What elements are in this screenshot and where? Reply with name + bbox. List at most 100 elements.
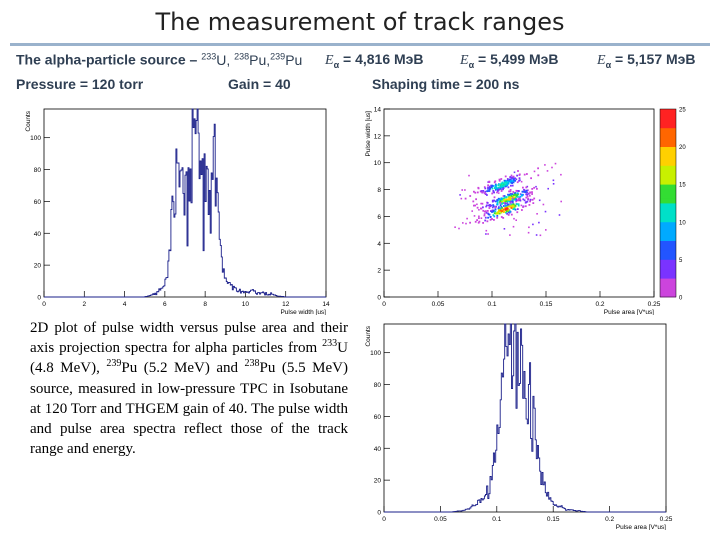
heatmap-cell <box>496 216 499 219</box>
colorbar-segment <box>660 179 676 185</box>
heatmap-cell <box>503 210 505 213</box>
heatmap-cell <box>517 170 519 172</box>
heatmap-cell <box>464 189 466 191</box>
heatmap-cell <box>546 170 549 172</box>
y-axis-label: Counts <box>365 325 372 346</box>
heatmap-cell <box>487 213 490 216</box>
heatmap-cell <box>519 198 521 201</box>
heatmap-cell <box>511 205 513 208</box>
heatmap-cell <box>497 184 500 186</box>
heatmap-cell <box>459 194 461 196</box>
heatmap-cell <box>503 200 505 202</box>
heatmap-cell <box>511 204 514 207</box>
heatmap-cell <box>494 206 497 209</box>
heatmap-cell <box>486 210 489 212</box>
heatmap-cell <box>519 193 522 195</box>
y-tick-label: 60 <box>374 414 382 421</box>
heatmap-cell <box>507 196 510 199</box>
source-line: The alpha-particle source – 233U, 238Pu,… <box>16 51 302 68</box>
colorbar-segment <box>660 127 676 133</box>
heatmap-cell <box>512 225 515 228</box>
heatmap-cell <box>510 195 513 197</box>
heatmap-cell <box>531 188 534 190</box>
colorbar-segment <box>660 207 676 213</box>
heatmap-cell <box>506 203 509 206</box>
heatmap-cell <box>545 229 547 231</box>
heatmap-cell <box>531 198 534 201</box>
colorbar-segment <box>660 292 676 298</box>
heatmap-cell <box>505 185 507 187</box>
y-tick-label: 80 <box>374 382 382 389</box>
y-tick-label: 4 <box>377 241 381 248</box>
colorbar-segment <box>660 113 676 119</box>
colorbar-segment <box>660 174 676 180</box>
heatmap-cell <box>505 200 508 203</box>
x-tick-label: 0.15 <box>547 516 560 523</box>
heatmap-cell <box>504 205 507 207</box>
heatmap-cell <box>465 222 467 225</box>
heatmap-cell <box>495 187 498 190</box>
colorbar-segment <box>660 146 676 152</box>
y-tick-label: 100 <box>370 350 381 357</box>
heatmap-cell <box>485 210 487 213</box>
heatmap-cell <box>493 191 495 194</box>
heatmap-cell <box>489 205 492 208</box>
heatmap-cell <box>483 213 486 215</box>
heatmap-cell <box>518 174 521 176</box>
heatmap-cell <box>492 204 495 206</box>
heatmap-cell <box>529 200 531 203</box>
x-tick-label: 0 <box>382 301 386 308</box>
heatmap-cell <box>478 220 481 223</box>
heatmap-cell <box>484 193 487 195</box>
heatmap-cell <box>491 210 493 213</box>
y-tick-label: 40 <box>374 446 382 453</box>
heatmap-cell <box>493 212 496 215</box>
heatmap-cell <box>551 166 553 169</box>
heatmap-cell <box>506 184 509 187</box>
colorbar-segment <box>660 226 676 232</box>
heatmap-cell <box>492 185 495 187</box>
colorbar-tick-label: 10 <box>679 220 686 226</box>
heatmap-cell <box>491 199 494 202</box>
x-tick-label: 0.2 <box>605 516 614 523</box>
heatmap-cell <box>466 217 468 220</box>
heatmap-cell <box>510 184 512 187</box>
heatmap-cell <box>502 188 504 191</box>
heatmap-cell <box>499 204 502 206</box>
heatmap-cell <box>547 187 549 190</box>
heatmap-cell <box>515 194 517 197</box>
heatmap-cell <box>514 208 517 211</box>
colorbar-segment <box>660 193 676 199</box>
heatmap-cell <box>482 209 485 212</box>
heatmap-cell <box>471 210 473 212</box>
heatmap-cell <box>485 211 488 214</box>
heatmap-cell <box>513 171 516 174</box>
heatmap-cell <box>509 234 511 236</box>
heatmap-cell <box>516 194 519 196</box>
colorbar-tick-label: 5 <box>679 258 683 264</box>
colorbar-segment <box>660 165 676 171</box>
heatmap-cell <box>522 206 524 208</box>
y-tick-label: 0 <box>37 295 41 302</box>
heatmap-cell <box>502 210 504 212</box>
heatmap-cell <box>497 211 500 214</box>
heatmap-cell <box>509 189 512 191</box>
heatmap-cell <box>488 185 491 188</box>
heatmap-cell <box>523 199 526 202</box>
heatmap-cell <box>505 211 507 214</box>
heatmap-cell <box>491 192 494 195</box>
heatmap-cell <box>527 197 530 200</box>
y-tick-label: 6 <box>377 214 381 221</box>
pulse-width-vs-area-heatmap: 0 0.05 0.1 0.15 0.2 0.25 0 2 4 6 8 10 12 14 Pulse area… <box>365 107 686 316</box>
heatmap-cell <box>517 204 520 207</box>
x-tick-label: 2 <box>82 301 86 308</box>
heatmap-cell <box>501 202 503 205</box>
heatmap-cell <box>500 211 503 214</box>
heatmap-cell <box>498 206 500 208</box>
heatmap-cell <box>474 220 477 223</box>
heatmap-cell <box>469 221 471 224</box>
heatmap-cell <box>498 212 501 215</box>
heatmap-cell <box>505 181 508 183</box>
colorbar-segment <box>660 254 676 260</box>
heatmap-cell <box>491 218 493 220</box>
